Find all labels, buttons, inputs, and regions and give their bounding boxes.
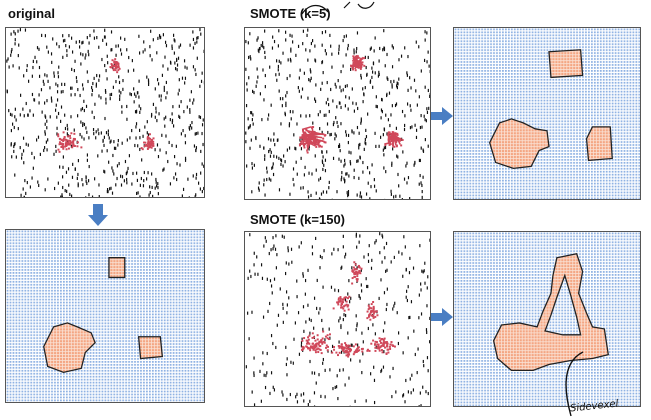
scatter-original: [6, 28, 204, 197]
minority-cluster: [301, 330, 331, 355]
scatter-smote-k5: [245, 28, 430, 199]
scribble-mark: [301, 1, 375, 15]
minority-cluster: [109, 58, 121, 74]
minority-cluster: [332, 295, 351, 312]
minority-region: [488, 118, 550, 170]
minority-region: [492, 253, 610, 372]
label-original: original: [8, 6, 55, 21]
panel-original-decision: [5, 229, 205, 403]
minority-region: [137, 336, 164, 360]
minority-region: [548, 49, 584, 79]
majority-region: [6, 230, 204, 402]
panel-smote-k150-decision: [453, 231, 641, 407]
minority-cluster: [57, 131, 83, 153]
arrow-down-left: [88, 204, 108, 226]
arrow-right-top: [431, 107, 453, 125]
minority-cluster: [331, 342, 371, 358]
minority-cluster: [384, 130, 404, 148]
minority-cluster: [349, 54, 366, 72]
minority-cluster: [140, 133, 155, 151]
minority-cluster: [370, 337, 396, 355]
majority-points: [245, 232, 430, 406]
minority-cluster: [298, 125, 327, 154]
minority-region: [108, 257, 126, 279]
minority-region: [585, 126, 613, 162]
minority-cluster: [351, 261, 363, 285]
majority-points: [6, 28, 204, 197]
panel-smote-k5-decision: [453, 27, 641, 200]
label-smote-k150: SMOTE (k=150): [250, 212, 346, 227]
decision-original: [6, 230, 204, 402]
minority-cluster: [366, 301, 379, 321]
panel-smote-k5-data: [244, 27, 431, 200]
minority-region: [43, 322, 96, 374]
majority-points: [245, 28, 430, 199]
panel-original-data: [5, 27, 205, 198]
handwritten-annotation-line: [565, 351, 584, 417]
panel-smote-k150-data: [244, 231, 431, 407]
arrow-right-bottom: [431, 308, 453, 326]
label-smote-k5: SMOTE (k=5): [250, 6, 331, 21]
decision-smote-k5: [454, 28, 640, 199]
decision-smote-k150: [454, 232, 640, 406]
majority-region: [454, 28, 640, 199]
scatter-smote-k150: [245, 232, 430, 406]
